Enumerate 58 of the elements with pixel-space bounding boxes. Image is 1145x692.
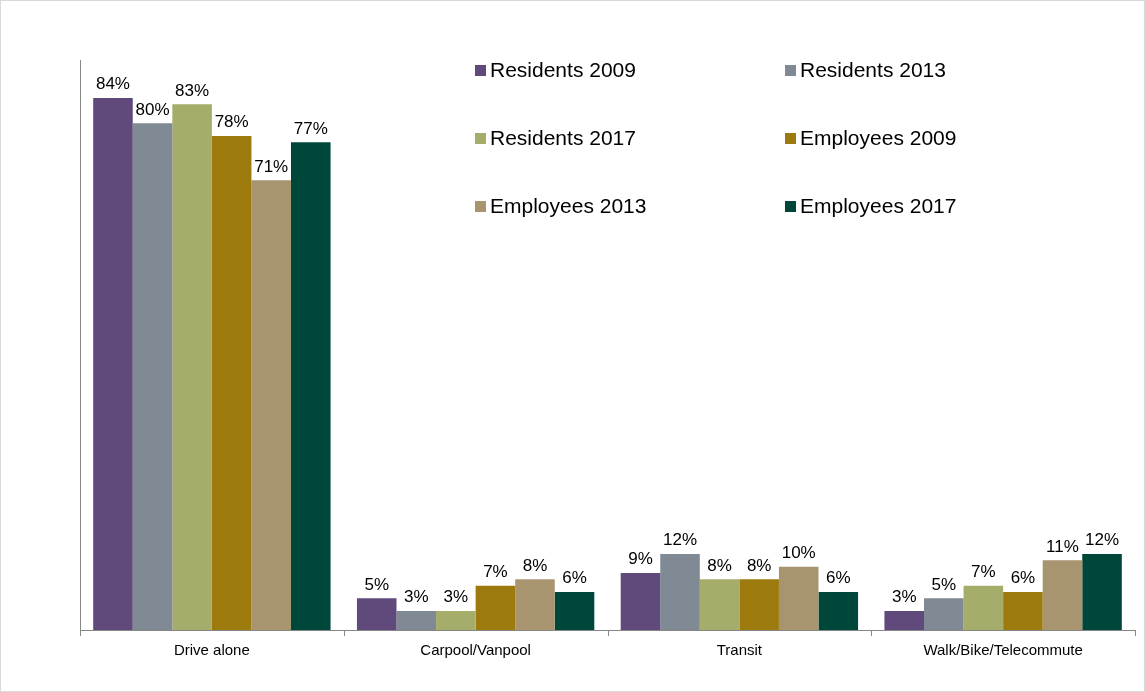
bar xyxy=(884,611,924,630)
bar xyxy=(554,592,595,630)
bar xyxy=(660,554,700,630)
legend-label: Employees 2017 xyxy=(800,194,957,218)
legend-label: Employees 2013 xyxy=(490,194,647,218)
bar xyxy=(291,142,331,630)
bar xyxy=(396,611,437,630)
data-label: 6% xyxy=(1010,568,1036,588)
bar xyxy=(475,585,516,630)
data-label: 5% xyxy=(931,574,957,594)
bar xyxy=(172,104,212,630)
bar xyxy=(356,598,397,630)
bar xyxy=(963,585,1004,630)
data-label: 83% xyxy=(175,80,210,100)
bar xyxy=(778,566,819,630)
data-label: 9% xyxy=(628,549,653,569)
data-label: 7% xyxy=(971,561,996,581)
data-label: 84% xyxy=(95,74,130,94)
data-label: 78% xyxy=(214,112,249,132)
bar xyxy=(132,123,173,630)
bar xyxy=(924,598,964,630)
bar xyxy=(251,180,291,630)
data-label: 10% xyxy=(781,542,816,562)
x-tick-label: Drive alone xyxy=(173,641,250,659)
data-label: 8% xyxy=(522,555,548,575)
data-label: 3% xyxy=(891,587,917,607)
bar xyxy=(211,136,252,630)
data-label: 71% xyxy=(254,156,289,176)
bar xyxy=(699,579,740,630)
bar xyxy=(93,98,133,630)
legend-label: Residents 2009 xyxy=(490,58,636,82)
data-label: 6% xyxy=(825,568,851,588)
data-label: 8% xyxy=(746,555,772,575)
bar xyxy=(1082,554,1122,630)
x-tick-label: Walk/Bike/Telecommute xyxy=(923,641,1083,659)
data-label: 5% xyxy=(364,574,390,594)
data-label: 6% xyxy=(562,568,587,588)
data-label: 12% xyxy=(1085,530,1120,550)
bar xyxy=(515,579,555,630)
bar xyxy=(739,579,779,630)
bar xyxy=(1042,560,1083,630)
bar xyxy=(436,611,476,630)
bar xyxy=(818,592,859,630)
data-label: 3% xyxy=(403,587,429,607)
x-tick-label: Transit xyxy=(716,641,763,659)
bar xyxy=(1003,592,1043,630)
x-tick-label: Carpool/Vanpool xyxy=(420,641,531,659)
data-label: 80% xyxy=(135,99,170,119)
legend-label: Employees 2009 xyxy=(800,126,957,150)
data-label: 7% xyxy=(483,561,508,581)
data-label: 8% xyxy=(707,555,732,575)
bar xyxy=(620,573,661,630)
data-label: 11% xyxy=(1046,536,1079,556)
legend-label: Residents 2017 xyxy=(490,126,636,150)
data-label: 12% xyxy=(663,530,698,550)
data-label: 3% xyxy=(443,587,469,607)
data-label: 77% xyxy=(293,118,328,138)
legend-label: Residents 2013 xyxy=(800,58,946,82)
